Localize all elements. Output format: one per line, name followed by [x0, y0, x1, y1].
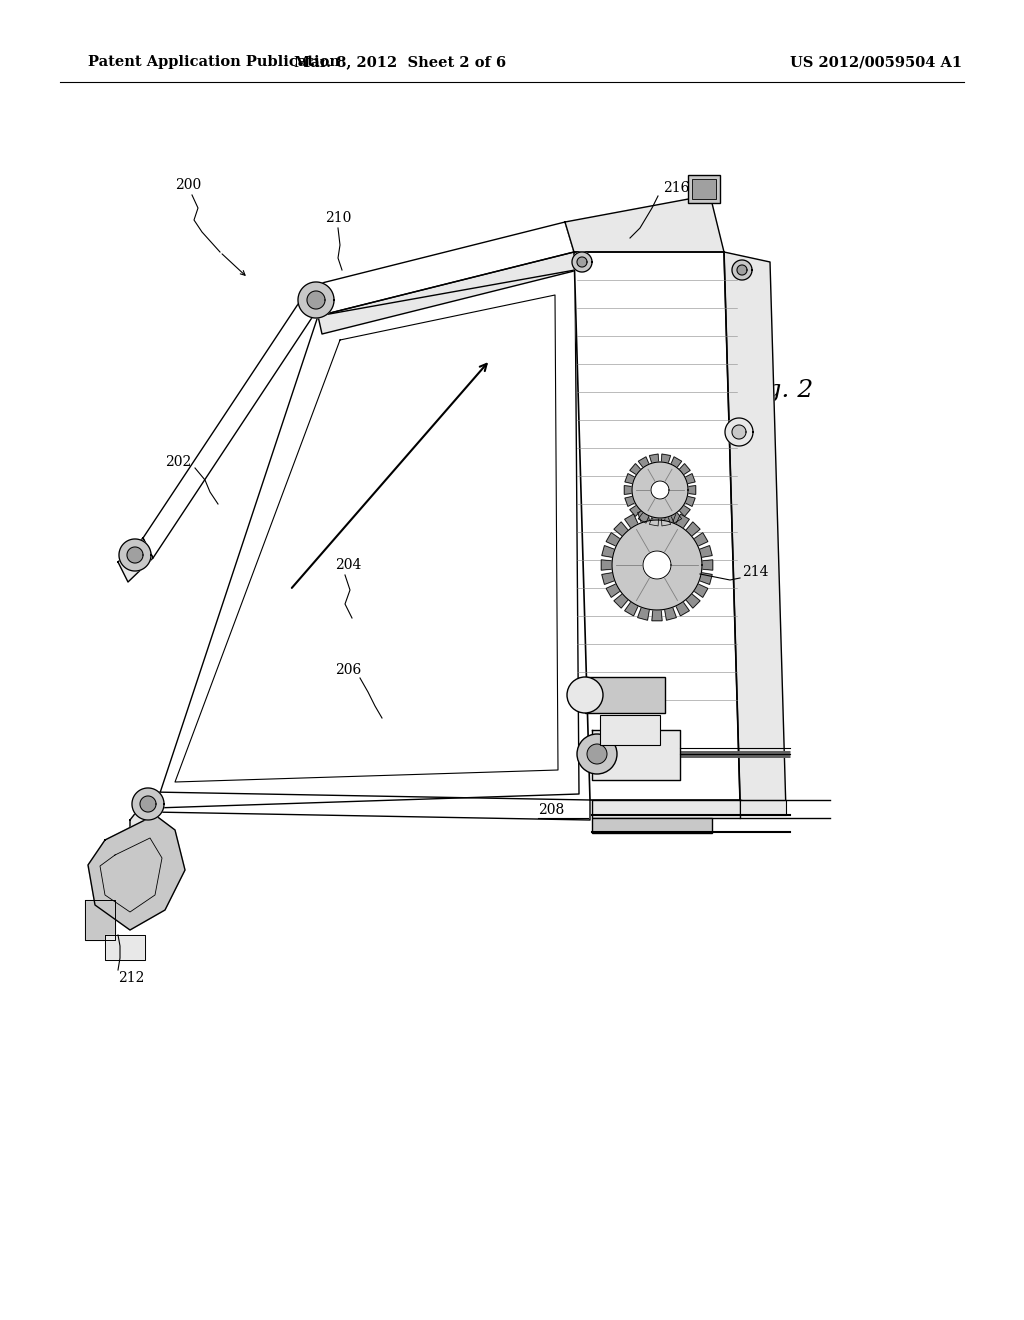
- Text: Mar. 8, 2012  Sheet 2 of 6: Mar. 8, 2012 Sheet 2 of 6: [294, 55, 506, 69]
- Polygon shape: [602, 545, 614, 557]
- Polygon shape: [679, 506, 690, 516]
- Polygon shape: [651, 480, 669, 499]
- Polygon shape: [592, 730, 680, 780]
- Polygon shape: [652, 510, 663, 520]
- Bar: [740, 800, 786, 814]
- Polygon shape: [625, 602, 638, 616]
- Text: 210: 210: [325, 211, 351, 224]
- Bar: [692, 180, 716, 199]
- Polygon shape: [699, 545, 712, 557]
- Polygon shape: [693, 533, 708, 546]
- Circle shape: [587, 744, 607, 764]
- Polygon shape: [671, 512, 682, 523]
- Polygon shape: [686, 521, 700, 536]
- Polygon shape: [649, 516, 658, 525]
- Polygon shape: [601, 560, 612, 570]
- Text: 208: 208: [538, 803, 564, 817]
- Text: 204: 204: [335, 558, 361, 572]
- Polygon shape: [127, 546, 143, 564]
- Text: 214: 214: [742, 565, 768, 579]
- Polygon shape: [685, 496, 695, 507]
- Polygon shape: [612, 520, 702, 610]
- Polygon shape: [318, 252, 578, 334]
- Polygon shape: [725, 418, 753, 446]
- Text: Patent Application Publication: Patent Application Publication: [88, 55, 340, 69]
- Bar: [600, 715, 660, 744]
- Circle shape: [577, 734, 617, 774]
- Polygon shape: [614, 521, 629, 536]
- Text: 200: 200: [175, 178, 201, 191]
- Polygon shape: [671, 457, 682, 467]
- Polygon shape: [686, 594, 700, 609]
- Polygon shape: [307, 290, 325, 309]
- Polygon shape: [625, 496, 635, 507]
- Polygon shape: [676, 515, 689, 528]
- Polygon shape: [143, 286, 321, 558]
- Polygon shape: [679, 463, 690, 475]
- Polygon shape: [665, 510, 677, 523]
- Polygon shape: [699, 573, 712, 585]
- Polygon shape: [625, 515, 638, 528]
- Polygon shape: [132, 788, 164, 820]
- Polygon shape: [665, 607, 677, 620]
- Polygon shape: [638, 510, 649, 523]
- Text: Fig. 2: Fig. 2: [740, 379, 813, 401]
- Text: 212: 212: [118, 972, 144, 985]
- Polygon shape: [140, 796, 156, 812]
- Text: US 2012/0059504 A1: US 2012/0059504 A1: [790, 55, 963, 69]
- Polygon shape: [662, 454, 671, 463]
- Polygon shape: [105, 935, 145, 960]
- Polygon shape: [574, 252, 740, 800]
- Polygon shape: [118, 539, 153, 582]
- Polygon shape: [625, 474, 635, 483]
- Polygon shape: [737, 265, 746, 275]
- Polygon shape: [614, 594, 629, 609]
- Text: 216: 216: [663, 181, 689, 195]
- Polygon shape: [638, 607, 649, 620]
- Polygon shape: [662, 516, 671, 525]
- Bar: [688, 176, 720, 203]
- Polygon shape: [688, 486, 695, 495]
- Polygon shape: [577, 257, 587, 267]
- Polygon shape: [606, 583, 621, 598]
- Polygon shape: [630, 506, 641, 516]
- Bar: [592, 818, 712, 833]
- Polygon shape: [652, 610, 663, 620]
- Polygon shape: [572, 252, 592, 272]
- Polygon shape: [310, 222, 574, 315]
- Polygon shape: [638, 512, 649, 523]
- Polygon shape: [676, 602, 689, 616]
- Polygon shape: [632, 462, 688, 517]
- Text: 206: 206: [335, 663, 361, 677]
- Polygon shape: [732, 260, 752, 280]
- Polygon shape: [685, 474, 695, 483]
- Polygon shape: [606, 533, 621, 546]
- Polygon shape: [298, 282, 334, 318]
- Polygon shape: [602, 573, 614, 585]
- Polygon shape: [649, 454, 658, 463]
- Bar: [585, 677, 665, 713]
- Polygon shape: [693, 583, 708, 598]
- Polygon shape: [88, 814, 185, 931]
- Text: 202: 202: [165, 455, 191, 469]
- Circle shape: [567, 677, 603, 713]
- Polygon shape: [724, 252, 786, 812]
- Polygon shape: [701, 560, 713, 570]
- Polygon shape: [643, 550, 671, 579]
- Polygon shape: [119, 539, 151, 572]
- Polygon shape: [152, 792, 590, 820]
- Polygon shape: [732, 425, 746, 440]
- Polygon shape: [130, 792, 152, 840]
- Polygon shape: [85, 900, 115, 940]
- Polygon shape: [625, 486, 632, 495]
- Polygon shape: [630, 463, 641, 475]
- Polygon shape: [565, 195, 724, 252]
- Polygon shape: [155, 271, 579, 808]
- Bar: [592, 800, 740, 818]
- Polygon shape: [638, 457, 649, 467]
